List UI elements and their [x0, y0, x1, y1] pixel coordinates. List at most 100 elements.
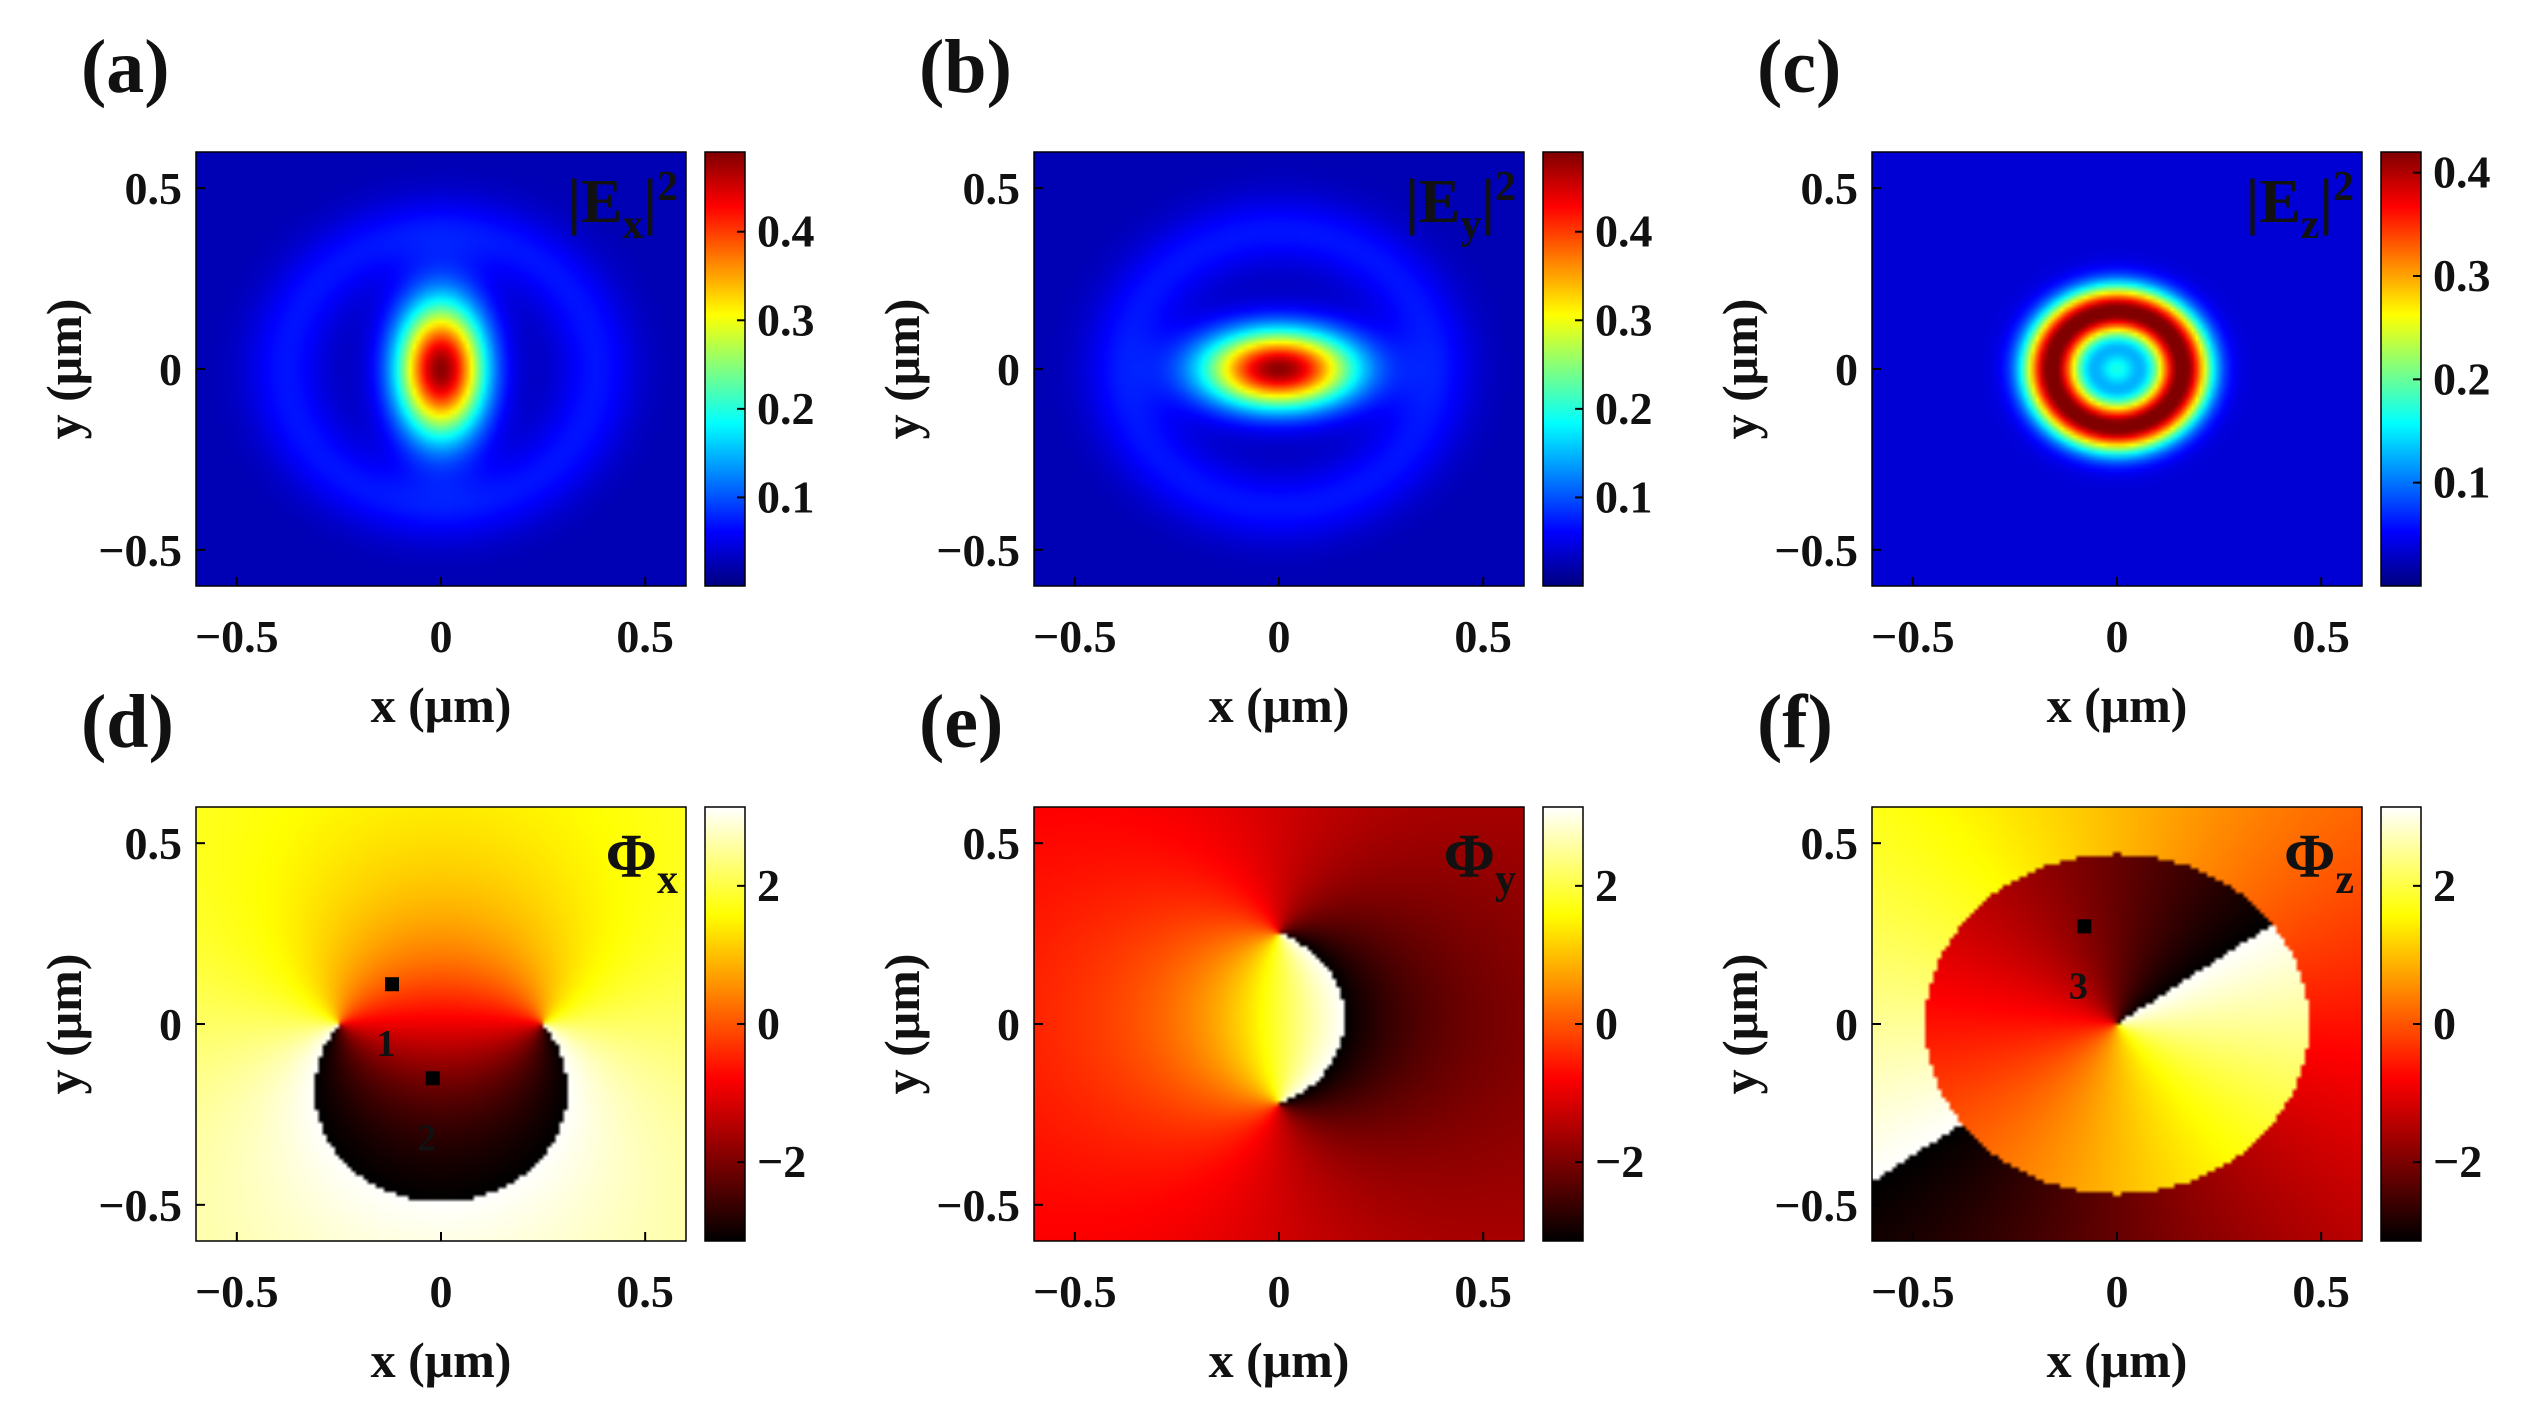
field-label-e: Φy [1444, 823, 1516, 903]
y-tick-label: −0.5 [1774, 525, 1858, 576]
marker-point-3 [2077, 919, 2092, 934]
y-axis-label: y (μm) [874, 299, 930, 440]
y-tick-label: −0.5 [98, 1180, 182, 1231]
y-tick-label: 0 [1835, 999, 1858, 1050]
x-tick-label: −0.5 [1871, 1266, 1955, 1317]
y-axis-label: y (μm) [1712, 954, 1768, 1095]
y-axis-label: y (μm) [36, 299, 92, 440]
marker-label-1: 1 [377, 1023, 396, 1065]
x-tick-label: 0.5 [616, 611, 674, 662]
panel-label-b: (b) [919, 25, 1012, 109]
y-tick-label: 0 [1835, 344, 1858, 395]
colorbar-tick-label: 0.1 [757, 471, 815, 522]
y-tick-label: −0.5 [936, 525, 1020, 576]
marker-point-1 [385, 977, 399, 992]
heatmap-d [196, 807, 686, 1241]
panel-d: 2 0 −2 −0.5 0 0.5 0.5 0 −0.5 x (μm) y (μm) (d) Φx 1 2 [36, 680, 806, 1388]
x-tick-label: 0.5 [2292, 1266, 2350, 1317]
y-axis-label: y (μm) [874, 954, 930, 1095]
y-tick-label: 0 [997, 344, 1020, 395]
y-axis-label: y (μm) [1712, 299, 1768, 440]
x-axis-label: x (μm) [2047, 1332, 2188, 1388]
x-axis-label: x (μm) [1209, 1332, 1350, 1388]
colorbar-tick-label: 0 [1595, 998, 1618, 1049]
colorbar-tick-label: 0.3 [757, 294, 815, 345]
y-tick-label: 0.5 [125, 818, 183, 869]
colorbar-tick-label: 0.3 [2433, 250, 2491, 301]
x-tick-label: 0.5 [2292, 611, 2350, 662]
colorbar-tick-label: 0.4 [2433, 147, 2491, 198]
field-label-b: |Ey|2 [1405, 164, 1516, 248]
y-tick-label: 0.5 [963, 818, 1021, 869]
panel-label-f: (f) [1757, 680, 1833, 764]
panel-e: 2 0 −2 −0.5 0 0.5 0.5 0 −0.5 x (μm) y (μm) (e) Φy [874, 680, 1644, 1388]
colorbar-tick-label: 0.2 [2433, 353, 2491, 404]
heatmap-b [1034, 152, 1524, 586]
y-tick-label: 0.5 [963, 163, 1021, 214]
colorbar-tick-label: −2 [1595, 1136, 1644, 1187]
colorbar-tick-label: −2 [2433, 1136, 2482, 1187]
x-axis-label: x (μm) [371, 1332, 512, 1388]
x-tick-label: −0.5 [1871, 611, 1955, 662]
colorbar-tick-label: 2 [2433, 860, 2456, 911]
colorbar-tick-label: −2 [757, 1136, 806, 1187]
heatmap-f [1872, 807, 2362, 1241]
heatmap-e [1034, 807, 1524, 1241]
panel-a: 0.1 0.2 0.3 0.4 −0.5 0 0.5 0.5 0 −0.5 x (μm) y (μm)… [36, 25, 815, 733]
x-tick-label: 0.5 [616, 1266, 674, 1317]
x-tick-label: 0.5 [1454, 1266, 1512, 1317]
x-tick-label: 0 [2106, 1266, 2129, 1317]
x-tick-label: 0 [2106, 611, 2129, 662]
heatmap-c [1872, 152, 2362, 586]
y-tick-label: 0 [159, 999, 182, 1050]
y-tick-label: 0.5 [125, 163, 183, 214]
y-tick-label: 0.5 [1801, 163, 1859, 214]
colorbar-tick-label: 0.4 [1595, 206, 1653, 257]
field-label-a: |Ex|2 [567, 164, 678, 248]
x-tick-label: −0.5 [1033, 611, 1117, 662]
field-label-f: Φz [2284, 823, 2354, 903]
colorbar-tick-label: 2 [1595, 860, 1618, 911]
x-axis-label: x (μm) [2047, 677, 2188, 733]
marker-label-2: 2 [417, 1117, 436, 1159]
panel-label-c: (c) [1757, 25, 1841, 109]
colorbar-tick-label: 0.1 [2433, 457, 2491, 508]
x-axis-label: x (μm) [371, 677, 512, 733]
colorbar-tick-label: 0.2 [757, 383, 815, 434]
colorbar-tick-label: 0 [2433, 998, 2456, 1049]
y-tick-label: 0 [159, 344, 182, 395]
x-tick-label: 0.5 [1454, 611, 1512, 662]
marker-label-3: 3 [2069, 965, 2088, 1007]
field-label-d: Φx [606, 823, 678, 903]
y-tick-label: −0.5 [1774, 1180, 1858, 1231]
y-tick-label: −0.5 [98, 525, 182, 576]
x-axis-label: x (μm) [1209, 677, 1350, 733]
x-tick-label: −0.5 [195, 611, 279, 662]
y-axis-label: y (μm) [36, 954, 92, 1095]
x-tick-label: 0 [1268, 1266, 1291, 1317]
colorbar-b [1542, 151, 1584, 587]
colorbar-tick-label: 0.1 [1595, 471, 1653, 522]
colorbar-tick-label: 0.4 [757, 206, 815, 257]
y-tick-label: 0.5 [1801, 818, 1859, 869]
x-tick-label: 0 [1268, 611, 1291, 662]
colorbar-tick-label: 0 [757, 998, 780, 1049]
heatmap-a [196, 152, 686, 586]
colorbar-tick-label: 2 [757, 860, 780, 911]
marker-point-2 [425, 1071, 440, 1086]
y-tick-label: −0.5 [936, 1180, 1020, 1231]
panel-label-d: (d) [81, 680, 174, 764]
x-tick-label: −0.5 [1033, 1266, 1117, 1317]
panel-label-a: (a) [81, 25, 170, 109]
panel-c: 0.1 0.2 0.3 0.4 −0.5 0 0.5 0.5 0 −0.5 x (μm) y (μm)… [1712, 25, 2491, 733]
colorbar-c [2380, 151, 2422, 587]
colorbar-tick-label: 0.2 [1595, 383, 1653, 434]
field-label-c: |Ez|2 [2246, 164, 2354, 248]
colorbar-tick-label: 0.3 [1595, 294, 1653, 345]
colorbar-a [704, 151, 746, 587]
x-tick-label: 0 [430, 611, 453, 662]
panel-label-e: (e) [919, 680, 1003, 764]
x-tick-label: −0.5 [195, 1266, 279, 1317]
panel-b: 0.1 0.2 0.3 0.4 −0.5 0 0.5 0.5 0 −0.5 x (μm) y (μm)… [874, 25, 1653, 733]
